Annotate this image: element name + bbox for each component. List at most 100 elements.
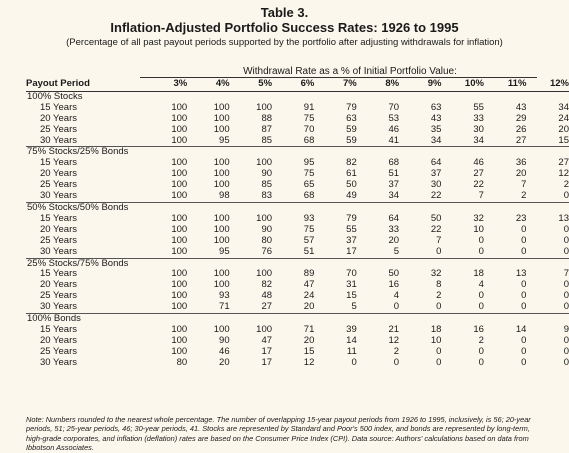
success-rate-cell: 100 (171, 234, 188, 246)
success-rate-cell: 50 (346, 179, 357, 191)
success-rate-cell: 91 (303, 101, 315, 113)
success-rate-cell: 24 (558, 112, 569, 124)
success-rate-cell: 41 (388, 134, 400, 146)
success-rate-cell: 61 (346, 168, 357, 180)
payout-period: 25 Years (40, 234, 77, 246)
success-rate-cell: 37 (388, 179, 400, 191)
success-rate-cell: 100 (171, 268, 188, 280)
success-rate-cell: 0 (521, 356, 527, 368)
success-rate-cell: 0 (563, 223, 569, 235)
payout-period: 15 Years (40, 157, 77, 169)
success-rate-cell: 95 (303, 157, 315, 169)
success-rate-cell: 8 (436, 279, 442, 291)
payout-period: 25 Years (40, 123, 77, 135)
success-rate-cell: 50 (388, 268, 400, 280)
success-rate-cell: 70 (303, 123, 315, 135)
success-rate-cell: 2 (393, 345, 400, 357)
success-rate-cell: 34 (558, 101, 569, 113)
success-rate-cell: 34 (473, 134, 484, 146)
success-rate-cell: 0 (521, 345, 527, 357)
success-rate-cell: 17 (346, 245, 357, 257)
table-row: 15 Years 100 100 100 93 79 64 50 32 23 13 (26, 212, 569, 225)
column-header: 12% (526, 78, 569, 92)
payout-period: 30 Years (40, 245, 77, 257)
success-rate-cell: 85 (261, 179, 273, 191)
success-rate-cell: 7 (436, 234, 442, 246)
success-rate-cell: 12 (388, 334, 400, 346)
table-subtitle: (Percentage of all past payout periods s… (66, 37, 503, 48)
column-header: 7% (314, 78, 357, 92)
success-rate-cell: 0 (563, 334, 569, 346)
payout-period: 25 Years (40, 179, 77, 191)
table-row: 25 Years 100 93 48 24 15 4 2 0 0 0 (26, 290, 569, 302)
success-rate-cell: 71 (219, 301, 230, 313)
group-row: 100% Stocks (26, 90, 569, 103)
success-rate-cell: 100 (213, 157, 230, 169)
success-rate-cell: 46 (388, 123, 400, 135)
table-row: 20 Years 100 100 90 75 61 51 37 27 20 12 (26, 168, 569, 180)
success-rate-cell: 30 (430, 179, 442, 191)
success-rate-cell: 75 (303, 112, 315, 124)
table-row: 20 Years 100 90 47 20 14 12 10 2 0 0 (26, 334, 569, 347)
success-rate-cell: 71 (303, 323, 315, 335)
success-rate-cell: 18 (473, 268, 484, 280)
success-rate-cell: 85 (261, 134, 273, 146)
success-rate-cell: 4 (478, 279, 484, 291)
success-rate-cell: 100 (171, 212, 188, 224)
success-rate-cell: 10 (473, 223, 484, 235)
success-rate-cell: 0 (521, 234, 527, 246)
success-rate-cell: 0 (521, 279, 527, 291)
success-rate-cell: 2 (563, 179, 569, 191)
success-rate-cell: 0 (478, 245, 484, 257)
success-rate-cell: 0 (393, 356, 400, 368)
table-row: 30 Years 100 71 27 20 5 0 0 0 0 0 (26, 301, 569, 313)
success-rate-cell: 0 (563, 345, 569, 357)
payout-period: 20 Years (40, 279, 77, 291)
column-header: 8% (356, 78, 400, 92)
group-label: 25% Stocks/75% Bonds (26, 257, 569, 270)
header-row: Payout Period 3% 4% 5% 6% 7% 8% 9% 10% 1… (26, 78, 569, 92)
success-rate-cell: 0 (563, 245, 569, 257)
table-row: 30 Years 80 20 17 12 0 0 0 0 0 0 (26, 356, 569, 369)
payout-period: 25 Years (40, 345, 77, 357)
success-rate-cell: 100 (213, 212, 230, 224)
success-rate-cell: 100 (171, 301, 188, 313)
success-rate-cell: 70 (388, 101, 400, 113)
success-rate-cell: 14 (515, 323, 527, 335)
success-rate-cell: 23 (515, 212, 527, 224)
table-row: 15 Years 100 100 100 71 39 21 18 16 14 9 (26, 323, 569, 336)
payout-period: 15 Years (40, 212, 77, 224)
table-row: 30 Years 100 95 76 51 17 5 0 0 0 0 (26, 245, 569, 258)
success-rate-cell: 2 (436, 290, 442, 302)
success-rate-cell: 90 (261, 223, 273, 235)
success-rate-cell: 49 (346, 190, 357, 202)
success-rate-cell: 64 (430, 157, 442, 169)
success-rate-cell: 47 (261, 334, 273, 346)
success-rate-cell: 76 (261, 245, 273, 257)
success-rate-cell: 68 (388, 157, 400, 169)
success-rate-cell: 95 (219, 134, 230, 146)
payout-period: 20 Years (40, 112, 77, 124)
column-header: 6% (272, 78, 315, 92)
success-rate-cell: 0 (436, 345, 442, 357)
success-rate-cell: 21 (388, 323, 400, 335)
success-rate-cell: 100 (171, 157, 188, 169)
success-rate-cell: 63 (430, 101, 442, 113)
success-rate-cell: 39 (346, 323, 357, 335)
success-rate-cell: 16 (473, 323, 484, 335)
table-row: 30 Years 100 95 85 68 59 41 34 34 27 15 (26, 134, 569, 147)
column-group-rule (140, 77, 537, 78)
success-rate-cell: 82 (346, 157, 357, 169)
column-header: 9% (399, 78, 442, 92)
row-header: Payout Period (26, 78, 144, 92)
table-row: 20 Years 100 100 90 75 55 33 22 10 0 0 (26, 223, 569, 236)
success-rate-cell: 48 (261, 290, 273, 302)
success-rate-cell: 9 (563, 323, 569, 335)
success-rate-cell: 88 (261, 112, 273, 124)
success-rate-cell: 43 (515, 101, 527, 113)
success-rate-cell: 95 (219, 245, 230, 257)
success-rates-table: Payout Period 3% 4% 5% 6% 7% 8% 9% 10% 1… (26, 78, 569, 369)
success-rate-cell: 46 (219, 345, 230, 357)
success-rate-cell: 100 (171, 290, 188, 302)
success-rate-cell: 5 (351, 301, 357, 313)
